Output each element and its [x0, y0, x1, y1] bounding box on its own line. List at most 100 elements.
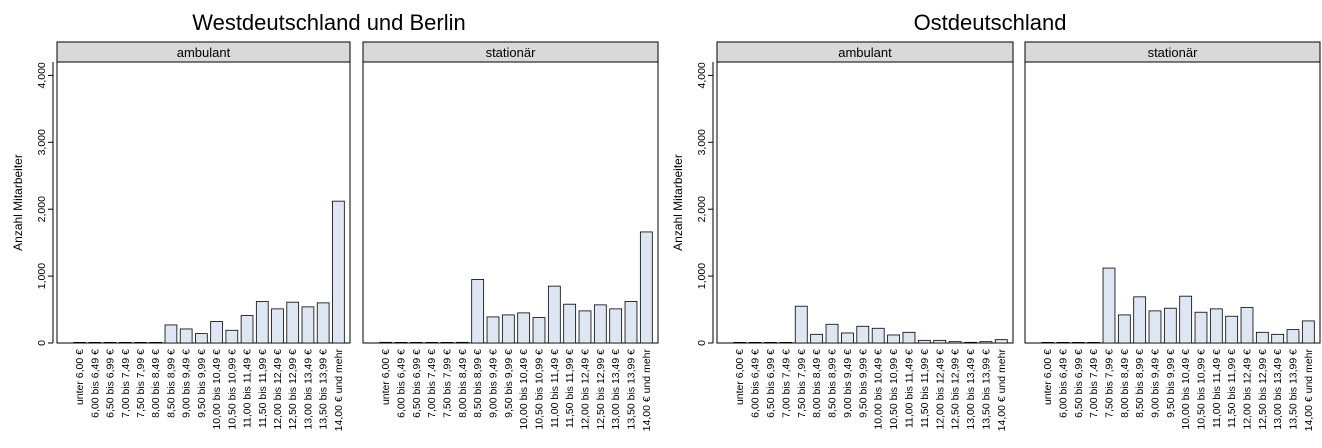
bar [856, 325, 870, 344]
facet-panel: stationär unter 6,00 € 6,00 bis 6,49 €6,50… [1024, 41, 1321, 431]
bar [149, 341, 163, 344]
bar [1117, 314, 1131, 344]
x-category-label: 7,00 bis 7,49 € [426, 349, 438, 418]
x-category-label: 8,00 bis 8,49 € [1119, 349, 1131, 418]
x-category-label: 11,50 bis 11,99 € [257, 349, 269, 428]
facet-strip-label: ambulant [177, 45, 231, 60]
bar [917, 339, 931, 344]
facet-panel: ambulant unter 6,00 € 6,00 bis 6,49 €6,50 … [716, 41, 1014, 431]
bar [794, 305, 808, 344]
bar [1194, 311, 1208, 344]
bar [639, 231, 653, 344]
bar [118, 341, 132, 344]
bar [179, 328, 193, 344]
x-category-label: 6,50 bis 6,99 € [411, 349, 423, 418]
x-category-label: 13,50 bis 13,99 € [626, 349, 638, 430]
x-category-label: 13,00 bis 13,49 € [965, 349, 977, 430]
bar [624, 301, 638, 344]
bar [902, 331, 916, 344]
bar [563, 303, 577, 344]
x-category-label: 10,50 bis 10,99 € [888, 349, 900, 430]
bar [841, 332, 854, 344]
x-category-label: 12,00 bis 12,49 € [1242, 349, 1254, 430]
x-category-label: 10,00 bis 10,49 € [1180, 349, 1192, 430]
bar [948, 341, 962, 344]
bar [578, 310, 592, 344]
y-tick-label: 0 [696, 340, 708, 346]
bar [210, 321, 223, 344]
x-category-label: 9,00 bis 9,49 € [842, 349, 854, 418]
x-category-label: unter 6,00 € [1042, 349, 1054, 405]
x-category-label: 12,00 bis 12,49 € [934, 349, 946, 430]
x-category-label: 9,00 bis 9,49 € [1150, 349, 1162, 418]
x-category-label: 13,50 bis 13,99 € [1288, 349, 1300, 430]
bar [1163, 307, 1177, 344]
x-category-label: 10,50 bis 10,99 € [1196, 349, 1208, 430]
x-category-label: 10,00 bis 10,49 € [211, 349, 223, 430]
bar [195, 333, 208, 344]
bar [933, 339, 947, 344]
x-category-label: unter 6,00 € [734, 349, 746, 405]
x-category-label: 10,50 bis 10,99 € [226, 349, 238, 430]
bar [409, 341, 423, 344]
bar [532, 317, 546, 344]
bar [887, 334, 900, 344]
bar [394, 341, 408, 344]
bar [225, 329, 239, 344]
x-category-label: 7,00 bis 7,49 € [120, 349, 132, 418]
x-category-label: 7,50 bis 7,99 € [135, 349, 147, 418]
y-tick-label: 3,000 [696, 129, 708, 155]
y-tick-label: 2,000 [696, 196, 708, 222]
x-category-label: 6,00 bis 6,49 € [750, 349, 762, 418]
bar [1102, 267, 1116, 344]
y-tick-label: 1,000 [696, 263, 708, 289]
x-category-label: 8,00 bis 8,49 € [150, 349, 162, 418]
bar [1071, 341, 1085, 344]
bar [286, 301, 300, 344]
bar [994, 339, 1008, 344]
x-category-label: 14,00 € und mehr [333, 349, 345, 432]
x-category-label: 11,00 bis 11,49 € [242, 349, 254, 428]
bar [1271, 333, 1285, 344]
bar [1148, 310, 1162, 344]
x-category-label: 7,00 bis 7,49 € [1088, 349, 1100, 418]
bar [134, 341, 147, 344]
bar [425, 341, 439, 344]
x-category-label: 12,50 bis 12,99 € [1257, 349, 1269, 430]
bar [1056, 341, 1070, 344]
bar [103, 341, 117, 344]
bar [1286, 329, 1300, 344]
bar [73, 341, 86, 344]
x-category-label: 13,00 bis 13,49 € [302, 349, 314, 430]
plot-frame [56, 61, 351, 344]
y-tick-label: 2,000 [36, 196, 48, 222]
bar [1087, 341, 1101, 344]
x-category-label: 11,50 bis 11,99 € [564, 349, 576, 428]
x-category-label: 9,00 bis 9,49 € [488, 349, 500, 418]
x-category-label: 13,50 bis 13,99 € [980, 349, 992, 430]
x-category-label: 12,50 bis 12,99 € [287, 349, 299, 430]
plot-frame [716, 61, 1014, 344]
x-category-label: 10,00 bis 10,49 € [518, 349, 530, 430]
y-tick-label: 4,000 [36, 62, 48, 88]
x-category-label: 14,00 € und mehr [641, 349, 653, 432]
group-title: Ostdeutschland [914, 10, 1067, 35]
x-category-label: 6,00 bis 6,49 € [89, 349, 101, 418]
facet-panel: stationär unter 6,00 € 6,00 bis 6,49 €6,50… [362, 41, 659, 432]
bar [486, 316, 500, 344]
x-category-label: 11,50 bis 11,99 € [1226, 349, 1238, 428]
bar [1301, 320, 1315, 344]
x-category-label: 8,50 bis 8,99 € [165, 349, 177, 418]
bar [379, 341, 393, 344]
bar [517, 312, 531, 344]
x-category-label: 7,00 bis 7,49 € [780, 349, 792, 418]
y-tick-label: 0 [36, 340, 48, 346]
bar [825, 323, 839, 344]
x-category-label: 9,00 bis 9,49 € [181, 349, 193, 418]
y-tick-label: 4,000 [696, 62, 708, 88]
x-category-label: 12,50 bis 12,99 € [950, 349, 962, 430]
x-category-label: 8,00 bis 8,49 € [457, 349, 469, 418]
x-category-label: 8,50 bis 8,99 € [472, 349, 484, 418]
facet-strip-label: ambulant [838, 45, 892, 60]
x-category-label: 8,50 bis 8,99 € [827, 349, 839, 418]
